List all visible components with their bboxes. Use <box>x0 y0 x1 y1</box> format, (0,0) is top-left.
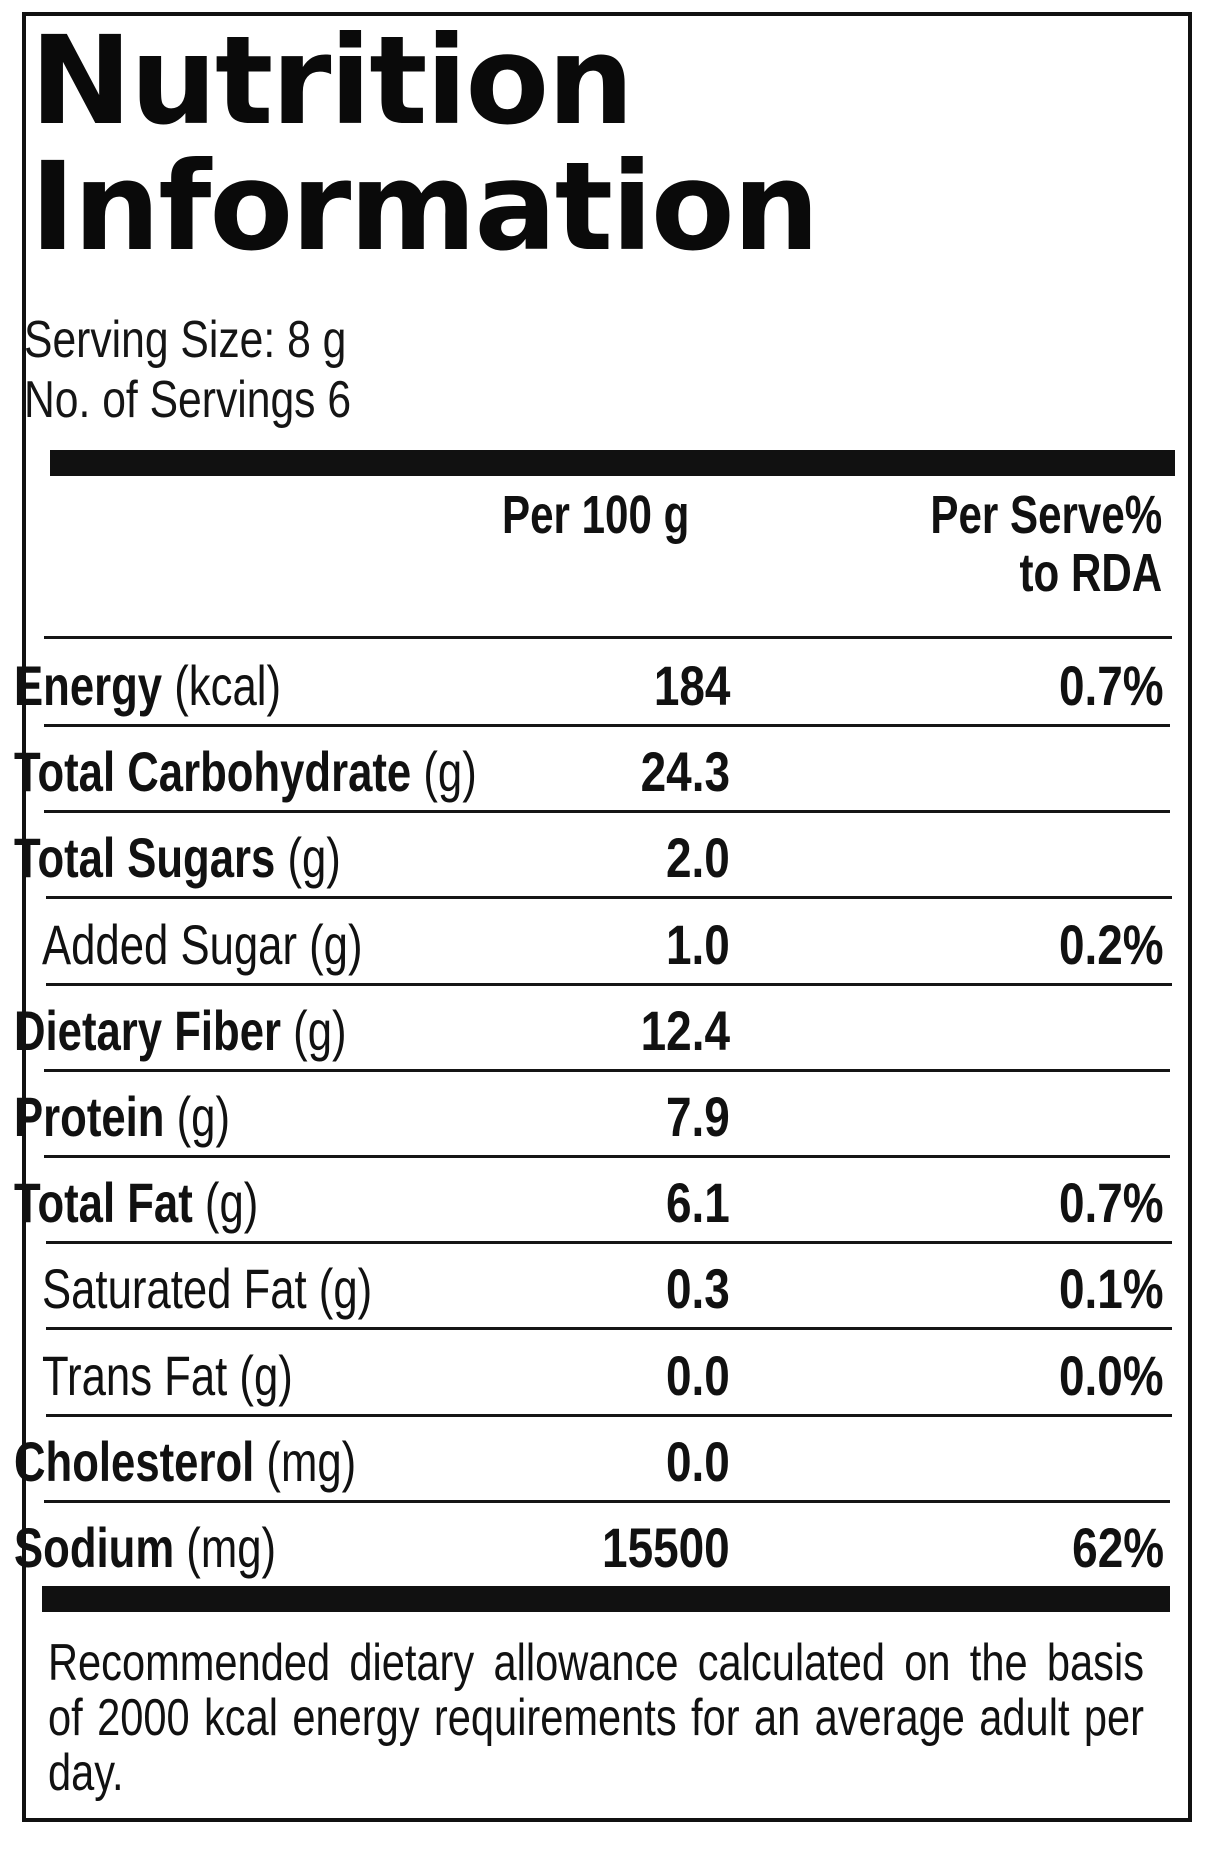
per-100g-value: 2.0 <box>666 826 730 890</box>
rda-header-line-2: to RDA <box>1019 543 1162 603</box>
nutrient-label: Energy (kcal) <box>14 656 281 716</box>
rda-footnote: Recommended dietary allowance calculated… <box>48 1634 1144 1802</box>
row-divider <box>46 982 1172 986</box>
footer-thick-divider <box>42 1586 1170 1612</box>
nutrient-label: Total Fat (g) <box>14 1173 258 1233</box>
row-divider <box>46 896 1172 900</box>
table-row: Trans Fat (g) 0.0 0.0% <box>0 1332 1212 1418</box>
nutrient-name: Cholesterol <box>14 1429 255 1493</box>
nutrient-label: Dietary Fiber (g) <box>14 998 347 1062</box>
per-100g-value: 0.0 <box>666 1343 730 1407</box>
table-row: Sodium (mg) 15500 62% <box>0 1504 1212 1590</box>
serving-size: Serving Size: 8 g <box>24 311 347 369</box>
nutrient-label: Sodium (mg) <box>14 1518 276 1578</box>
nutrient-unit: (g) <box>293 998 347 1062</box>
per-100g-value: 1.0 <box>666 912 730 976</box>
nutrient-name: Added Sugar <box>42 912 297 976</box>
nutrient-unit: (g) <box>287 826 341 890</box>
nutrient-label: Added Sugar (g) <box>42 912 363 976</box>
nutrient-label: Total Carbohydrate (g) <box>14 742 477 802</box>
nutrient-label: Trans Fat (g) <box>42 1343 293 1407</box>
table-row: Total Carbohydrate (g) 24.3 <box>0 728 1212 814</box>
per-100g-value: 24.3 <box>640 740 730 804</box>
row-divider <box>44 1499 1170 1503</box>
per-100g-value: 15500 <box>602 1516 730 1579</box>
table-row: Total Sugars (g) 2.0 <box>0 814 1212 900</box>
nutrient-unit: (g) <box>309 912 363 976</box>
row-divider <box>46 1241 1172 1245</box>
row-divider <box>44 810 1170 814</box>
per-100g-value: 6.1 <box>666 1171 730 1235</box>
rda-header-line-1: Per Serve% <box>930 485 1162 545</box>
row-divider <box>46 1413 1172 1417</box>
row-divider <box>44 1068 1170 1072</box>
nutrient-name: Sodium <box>14 1516 175 1579</box>
table-row: Saturated Fat (g) 0.3 0.1% <box>0 1245 1212 1331</box>
nutrient-name: Total Fat <box>14 1171 193 1235</box>
row-divider <box>44 1155 1170 1158</box>
rda-percent-value: 0.1% <box>1059 1257 1164 1321</box>
nutrient-unit: (kcal) <box>174 654 282 717</box>
nutrient-label: Saturated Fat (g) <box>42 1259 372 1319</box>
table-row: Total Fat (g) 6.1 0.7% <box>0 1159 1212 1245</box>
rda-percent-value: 0.0% <box>1059 1343 1164 1407</box>
nutrient-name: Dietary Fiber <box>14 998 282 1062</box>
nutrition-label-border <box>22 12 1192 1822</box>
nutrient-name: Total Carbohydrate <box>14 740 412 804</box>
nutrient-name: Energy <box>14 654 163 717</box>
title-line-2: Information <box>30 136 820 278</box>
nutrient-unit: (mg) <box>186 1516 277 1579</box>
row-divider <box>46 1327 1172 1331</box>
nutrient-unit: (g) <box>423 740 477 804</box>
table-row: Added Sugar (g) 1.0 0.2% <box>0 901 1212 987</box>
column-header-divider <box>44 636 1172 639</box>
nutrition-title: Nutrition Information <box>30 10 820 278</box>
table-row: Dietary Fiber (g) 12.4 <box>0 987 1212 1073</box>
header-thick-divider <box>50 450 1175 476</box>
per-100g-value: 7.9 <box>666 1085 730 1148</box>
title-line-1: Nutrition <box>30 10 634 152</box>
nutrient-unit: (g) <box>318 1257 373 1321</box>
rda-percent-value: 0.2% <box>1059 912 1164 976</box>
nutrient-unit: (g) <box>204 1171 259 1235</box>
nutrient-unit: (g) <box>176 1085 231 1148</box>
nutrient-label: Cholesterol (mg) <box>14 1429 357 1493</box>
nutrient-label: Total Sugars (g) <box>14 828 341 888</box>
nutrient-name: Trans Fat <box>42 1343 228 1407</box>
per-100g-value: 12.4 <box>640 998 730 1062</box>
rda-percent-value: 0.7% <box>1059 1171 1164 1235</box>
nutrient-name: Total Sugars <box>14 826 276 890</box>
per-100g-value: 0.0 <box>666 1429 730 1493</box>
nutrient-unit: (mg) <box>266 1429 357 1493</box>
rda-percent-value: 62% <box>1072 1516 1164 1579</box>
table-row: Energy (kcal) 184 0.7% <box>0 642 1212 728</box>
column-header-per-serve-rda: Per Serve% to RDA <box>930 486 1162 602</box>
nutrient-name: Saturated Fat <box>42 1257 307 1321</box>
per-100g-value: 184 <box>653 654 730 717</box>
servings-count: No. of Servings 6 <box>24 371 352 429</box>
nutrient-unit: (g) <box>239 1343 293 1407</box>
rda-percent-value: 0.7% <box>1059 654 1164 717</box>
per-100g-value: 0.3 <box>666 1257 730 1321</box>
nutrient-label: Protein (g) <box>14 1087 230 1147</box>
serving-info: Serving Size: 8 g No. of Servings 6 <box>24 310 351 430</box>
column-header-per-100g: Per 100 g <box>502 485 690 545</box>
row-divider <box>44 724 1170 727</box>
table-row: Protein (g) 7.9 <box>0 1073 1212 1159</box>
table-row: Cholesterol (mg) 0.0 <box>0 1418 1212 1504</box>
nutrient-name: Protein <box>14 1085 165 1148</box>
